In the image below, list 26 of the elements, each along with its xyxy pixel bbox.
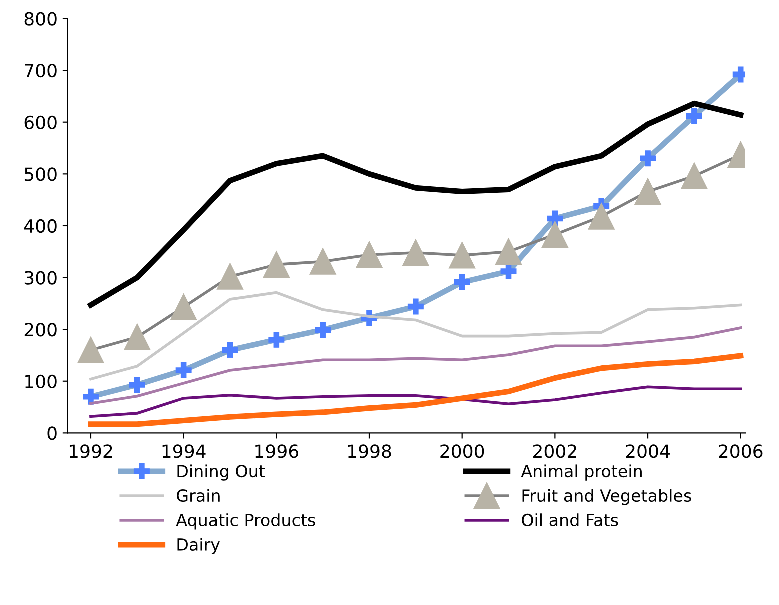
x-tick-label: 1996 [256, 444, 298, 458]
legend-label: Dairy [178, 538, 220, 554]
legend-label: Fruit and Vegetables [522, 489, 692, 506]
y-tick-label: 600 [24, 116, 57, 130]
x-tick-label: 2000 [440, 444, 484, 458]
y-tick-label: 800 [24, 12, 57, 26]
x-tick-label: 2004 [626, 444, 670, 458]
x-tick-label: 1998 [348, 444, 392, 458]
line-series [90, 291, 742, 381]
line-series [90, 386, 742, 418]
legend-label: Dining Out [178, 464, 266, 481]
y-tick-label: 100 [26, 374, 57, 388]
y-tick-label: 200 [24, 323, 57, 337]
legend-label: Animal protein [521, 464, 642, 481]
y-tick-label: 300 [24, 271, 57, 285]
y-tick-label: 500 [24, 168, 57, 182]
legend-label: Aquatic Products [176, 514, 316, 530]
x-tick-label: 1994 [162, 444, 206, 458]
x-tick-label: 2002 [534, 444, 576, 458]
legend-label: Oil and Fats [522, 514, 618, 527]
legend-label: Grain [177, 489, 220, 502]
y-tick-label: 0 [48, 426, 57, 440]
y-tick-label: 400 [24, 219, 57, 234]
x-tick-label: 2006 [719, 444, 763, 458]
x-tick-label: 1992 [70, 444, 112, 458]
y-tick-label: 700 [25, 64, 57, 78]
